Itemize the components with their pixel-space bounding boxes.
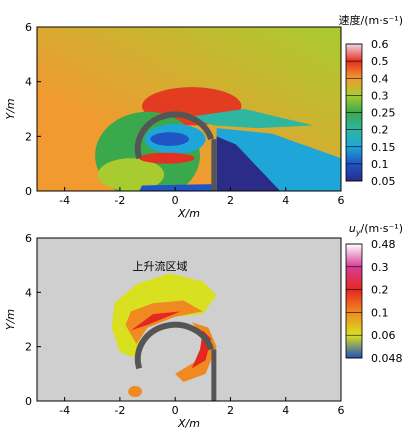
y-axis-label: Y/m — [4, 98, 17, 119]
field-region — [139, 152, 195, 164]
colorbar — [345, 243, 363, 359]
colorbar-tick-label: 0.2 — [371, 124, 389, 137]
x-tick-label: 6 — [338, 194, 345, 207]
colorbar-title-symbol: u — [349, 222, 356, 235]
colorbar-tick-label: 0.06 — [371, 329, 396, 342]
frame — [36, 237, 342, 402]
x-tick-label: -4 — [59, 404, 70, 417]
colorbar-tick-label: 0.6 — [371, 38, 389, 51]
colorbar-tick-label: 0.05 — [371, 175, 396, 188]
field-region — [97, 158, 165, 191]
field-region — [186, 109, 314, 129]
field-region — [150, 132, 189, 146]
field-region — [139, 184, 214, 191]
y-tick-label: 0 — [25, 185, 32, 198]
x-axis-label: X/m — [177, 417, 200, 430]
field-region — [125, 300, 203, 344]
x-tick-label: 4 — [282, 404, 289, 417]
y-tick-label: 4 — [25, 76, 32, 89]
y-tick-label: 2 — [25, 341, 32, 354]
colorbar-tick-label: 0.25 — [371, 107, 396, 120]
x-tick-label: 0 — [172, 194, 179, 207]
y-tick-label: 6 — [25, 232, 32, 245]
y-tick-label: 2 — [25, 130, 32, 143]
colorbar-title: uy/(m·s⁻¹) — [349, 222, 403, 237]
x-tick-label: -4 — [59, 194, 70, 207]
field-region — [130, 311, 181, 331]
field — [37, 238, 341, 401]
colorbar-tick-label: 0.3 — [371, 261, 389, 274]
colorbar-tick-label: 0.1 — [371, 158, 389, 171]
y-axis-label: Y/m — [4, 309, 17, 330]
x-axis-label: X/m — [177, 207, 200, 220]
x-tick-label: 2 — [227, 404, 234, 417]
colorbar-tick-label: 0.4 — [371, 72, 389, 85]
colorbar-tick-label: 0.48 — [371, 238, 396, 251]
colorbar-title-subscript: y — [355, 228, 361, 237]
x-tick-label: -2 — [114, 194, 125, 207]
colorbar-tick-label: 0.048 — [371, 352, 403, 365]
field-region — [216, 136, 281, 191]
colorbar-title-unit: /(m·s⁻¹) — [361, 222, 403, 235]
colorbar-tick-label: 0.5 — [371, 55, 389, 68]
colorbar-tick-label: 0.1 — [371, 306, 389, 319]
field-region — [128, 386, 143, 397]
x-tick-label: 2 — [227, 194, 234, 207]
x-tick-label: 6 — [338, 404, 345, 417]
annotation: 上升流区域 — [133, 259, 188, 273]
y-tick-label: 0 — [25, 395, 32, 408]
x-tick-label: 0 — [172, 404, 179, 417]
frame — [36, 26, 342, 192]
y-tick-label: 6 — [25, 21, 32, 34]
structure — [134, 321, 214, 370]
x-tick-label: -2 — [114, 404, 125, 417]
colorbar-title: 速度/(m·s⁻¹) — [339, 13, 403, 27]
colorbar-tick-label: 0.15 — [371, 141, 396, 154]
y-tick-label: 4 — [25, 286, 32, 299]
x-tick-label: 4 — [282, 194, 289, 207]
structure — [134, 111, 214, 160]
colorbar-tick-label: 0.2 — [371, 284, 389, 297]
field — [37, 27, 341, 191]
colorbar-tick-label: 0.3 — [371, 89, 389, 102]
